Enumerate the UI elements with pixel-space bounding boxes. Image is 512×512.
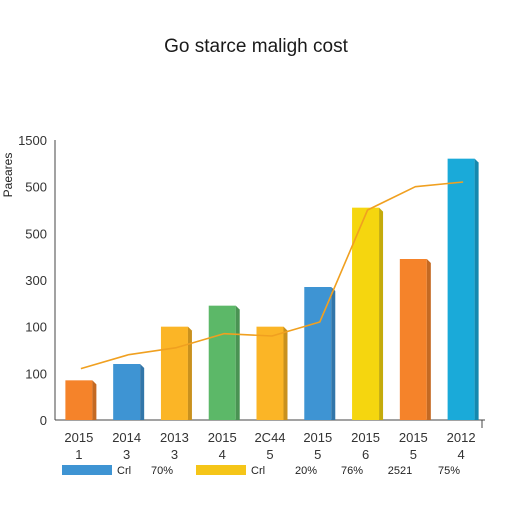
y-tick-label: 500: [25, 226, 47, 241]
bar-front: [399, 259, 427, 420]
bar-side: [331, 287, 336, 420]
bar-front: [304, 287, 332, 420]
legend-label: Crl: [251, 465, 265, 477]
bar-side: [187, 326, 192, 420]
y-tick-label: 100: [25, 366, 47, 381]
x-tick-label: 2012: [447, 430, 476, 445]
x-tick-sublabel: 5: [266, 447, 273, 462]
bar: [208, 305, 240, 420]
y-tick-label: 1500: [18, 133, 47, 148]
x-tick-sublabel: 6: [362, 447, 369, 462]
bar-side: [235, 305, 240, 420]
bar-front: [352, 207, 380, 420]
trend-line-group: [80, 181, 464, 370]
x-tick-sublabel: 4: [457, 447, 464, 462]
bar-front: [256, 326, 284, 420]
bar: [352, 207, 384, 420]
x-tick-label: 2015: [208, 430, 237, 445]
x-tick-label: 2015: [303, 430, 332, 445]
x-tick-sublabel: 4: [219, 447, 226, 462]
y-tick-label: 100: [25, 320, 47, 335]
x-tick-sublabel: 3: [171, 447, 178, 462]
bar: [256, 326, 288, 420]
x-tick-sublabel: 5: [410, 447, 417, 462]
y-axis-title: Paeares: [1, 153, 15, 198]
x-tick-label: 2015: [399, 430, 428, 445]
legend-value: 76%: [341, 465, 363, 477]
legend-value: 2521: [388, 465, 412, 477]
bar-side: [474, 158, 479, 420]
y-tick-label: 0: [40, 413, 47, 428]
x-tick-sublabel: 3: [123, 447, 130, 462]
bar-front: [208, 305, 236, 420]
x-tick-label: 2015: [351, 430, 380, 445]
bar-front: [65, 380, 93, 420]
x-tick-sublabel: 5: [314, 447, 321, 462]
bar-side: [426, 259, 431, 420]
y-tick-label: 300: [25, 273, 47, 288]
x-tick-label: 2014: [112, 430, 141, 445]
bar: [113, 364, 145, 420]
trend-line: [80, 181, 464, 370]
bar-side: [140, 364, 145, 420]
legend-label: Crl: [117, 465, 131, 477]
y-tick-label: 500: [25, 180, 47, 195]
bar-front: [113, 364, 141, 420]
legend: Crl Crl 70% 20% 76% 2521 75%: [62, 465, 460, 477]
bar-front: [447, 158, 475, 420]
legend-value: 20%: [295, 465, 317, 477]
bar: [65, 380, 97, 420]
x-tick-label: 2015: [64, 430, 93, 445]
chart-title: Go starce maligh cost: [164, 36, 348, 57]
bar: [160, 326, 192, 420]
legend-value: 75%: [438, 465, 460, 477]
bar: [447, 158, 479, 420]
x-tick-label: 2C44: [254, 430, 285, 445]
bar: [304, 287, 336, 420]
bars: [65, 158, 479, 420]
legend-value: 70%: [151, 465, 173, 477]
bar-front: [160, 326, 188, 420]
x-axis-ticks: 2015 1 2014 3 2013 3 2015 4 2C44 5 2015 5 2015 6 2015 5…: [64, 430, 475, 462]
legend-swatch: [196, 465, 246, 475]
legend-swatch: [62, 465, 112, 475]
bar-side: [283, 326, 288, 420]
bar-side: [92, 380, 97, 420]
bar: [399, 259, 431, 420]
y-axis-ticks: 0 100 100 300 500 500 1500: [18, 133, 47, 428]
x-tick-label: 2013: [160, 430, 189, 445]
bar-side: [379, 207, 384, 420]
x-tick-sublabel: 1: [75, 447, 82, 462]
